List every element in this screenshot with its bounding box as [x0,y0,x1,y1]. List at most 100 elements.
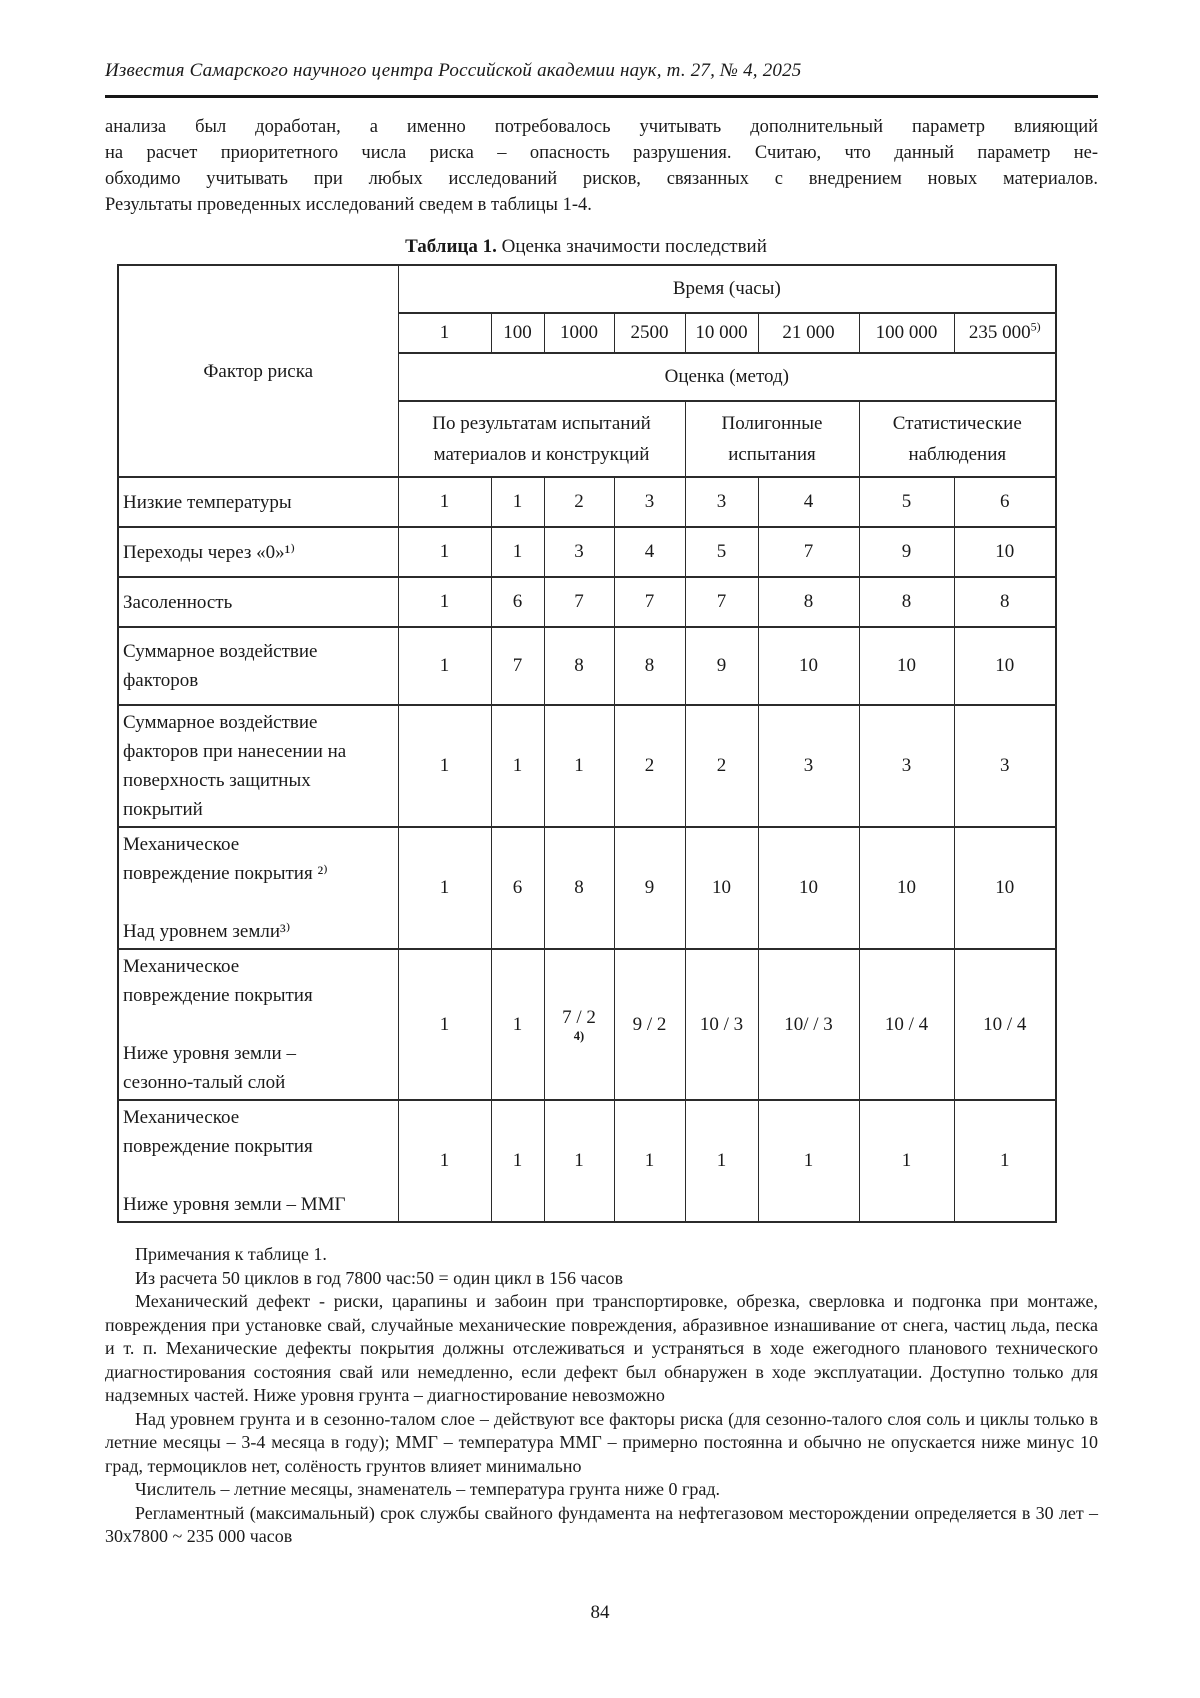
header-rule [105,95,1098,98]
value-cell: 8 [757,576,860,628]
value-cell: 10 / 3 [684,948,759,1101]
factor-label-cell: Механическое повреждение покрытия Ниже у… [117,948,399,1101]
page-number: 84 [590,1602,610,1623]
value-cell: 9 [684,626,759,706]
note-paragraph: Над уровнем грунта и в сезонно-талом сло… [105,1408,1098,1476]
method-group-cell: Полигонные испытания [684,400,860,478]
value-cell: 1 [397,476,492,528]
value-cell: 1 [953,1099,1057,1223]
intro-line: анализа был доработан, а именно потребов… [105,117,1098,137]
table-row: Суммарное воздействие факторов 1 7 8 8 9… [117,626,1057,706]
value-cell: 1 [397,826,492,950]
factor-label-cell: Низкие температуры [117,476,399,528]
value-cell: 10 [858,626,955,706]
value-cell: 7 [543,576,615,628]
value-cell: 8 [543,826,615,950]
table-caption-title: Оценка значимости последствий [496,236,767,257]
factor-label-cell: Механическое повреждение покрытия Ниже у… [117,1099,399,1223]
value-cell: 1 [543,704,615,828]
footnote-marker: 4) [573,1028,585,1043]
value-cell: 3 [684,476,759,528]
notes-heading: Примечания к таблице 1. [135,1244,327,1264]
value-cell: 1 [397,704,492,828]
value-cell: 10 [953,626,1057,706]
value-cell: 6 [953,476,1057,528]
value-cell: 1 [543,1099,615,1223]
value-cell: 7 [757,526,860,578]
value-cell: 6 [490,576,545,628]
value-cell: 3 [858,704,955,828]
note-paragraph: Механический дефект - риски, царапины и … [105,1291,1098,1405]
notes: Примечания к таблице 1. Из расчета 50 ци… [105,1243,1098,1549]
value-cell: 8 [953,576,1057,628]
value-cell: 7 [684,576,759,628]
table-caption-label: Таблица 1. [405,236,497,257]
factor-label-cell: Засоленность [117,576,399,628]
value-cell: 1 [490,476,545,528]
value-cell: 4 [613,526,686,578]
time-value-cell: 2500 [613,312,686,354]
value-cell: 10 / 4 [858,948,955,1101]
table-row: Засоленность 1 6 7 7 7 8 8 8 [117,576,1057,628]
value-cell: 10 [953,826,1057,950]
value-cell: 6 [490,826,545,950]
value-cell: 5 [858,476,955,528]
value-cell: 9 / 2 [613,948,686,1101]
value-cell: 1 [397,526,492,578]
note-paragraph: Из расчета 50 циклов в год 7800 час:50 =… [135,1267,624,1288]
value-cell: 10 [757,826,860,950]
value-cell: 3 [953,704,1057,828]
table-row: Суммарное воздействие факторов при нанес… [117,704,1057,828]
factor-label-cell: Переходы через «0»¹⁾ [117,526,399,578]
table-row: Переходы через «0»¹⁾ 1 1 3 4 5 7 9 10 [117,526,1057,578]
time-value-cell: 235 0005) [953,312,1057,354]
table-row: Низкие температуры 1 1 2 3 3 4 5 6 [117,476,1057,528]
value-cell: 3 [613,476,686,528]
table-row: Механическое повреждение покрытия ²⁾ Над… [117,826,1057,950]
time-header-cell: Время (часы) [397,264,1057,314]
note-paragraph: Числитель – летние месяцы, знаменатель –… [135,1479,721,1499]
value-cell: 1 [613,1099,686,1223]
value-cell: 5 [684,526,759,578]
value-cell: 1 [397,948,492,1101]
table-row: Механическое повреждение покрытия Ниже у… [117,948,1057,1101]
value-cell: 10/ / 3 [757,948,860,1101]
factor-header-cell: Фактор риска [117,264,399,478]
value-cell: 7 [613,576,686,628]
value-cell: 3 [757,704,860,828]
value-cell: 8 [543,626,615,706]
time-value-cell: 10 000 [684,312,759,354]
value-cell: 3 [543,526,615,578]
value-cell: 10 [684,826,759,950]
value-cell: 1 [397,1099,492,1223]
value-cell: 1 [858,1099,955,1223]
time-value-cell: 1 [397,312,492,354]
value-cell: 8 [613,626,686,706]
method-header-cell: Оценка (метод) [397,352,1057,402]
time-value-cell: 100 [490,312,545,354]
time-value-cell: 1000 [543,312,615,354]
table-header-row: 1 100 1000 2500 10 000 21 000 100 000 23… [118,312,1057,354]
value-cell: 1 [490,526,545,578]
value-cell: 10 / 4 [953,948,1057,1101]
table-header-row: По результатам испытаний материалов и ко… [118,400,1057,478]
value-cell: 2 [613,704,686,828]
factor-label-cell: Механическое повреждение покрытия ²⁾ Над… [117,826,399,950]
journal-header: Известия Самарского научного центра Росс… [105,60,802,81]
method-group-cell: По результатам испытаний материалов и ко… [397,400,686,478]
footnote-marker: 5) [1030,319,1041,334]
factor-label-cell: Суммарное воздействие факторов при нанес… [117,704,399,828]
value-cell: 10 [953,526,1057,578]
value-cell: 2 [684,704,759,828]
value-cell: 10 [757,626,860,706]
table-row: Механическое повреждение покрытия Ниже у… [117,1099,1057,1223]
table-caption: Таблица 1. Оценка значимости последствий [117,236,1055,258]
value-text: 7 / 2 [562,1006,596,1028]
method-group-cell: Статистические наблюдения [858,400,1057,478]
value-cell: 1 [490,1099,545,1223]
intro-paragraph: анализа был доработан, а именно потребов… [105,114,1098,218]
value-cell: 8 [858,576,955,628]
value-cell: 1 [490,948,545,1101]
time-value-cell: 100 000 [858,312,955,354]
table-header-row: Оценка (метод) [118,352,1057,402]
